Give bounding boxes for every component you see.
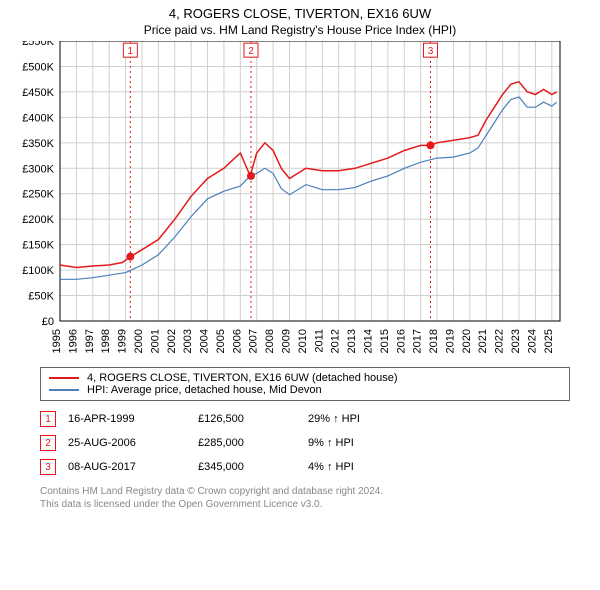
x-tick-label: 1997 — [84, 329, 96, 353]
x-tick-label: 2007 — [248, 329, 260, 353]
x-tick-label: 2022 — [494, 329, 506, 353]
legend-swatch — [49, 389, 79, 391]
legend-label: HPI: Average price, detached house, Mid … — [87, 384, 322, 396]
sales-row-delta: 9% ↑ HPI — [308, 437, 428, 449]
x-tick-label: 2011 — [313, 329, 325, 353]
sales-table-row: 1 16-APR-1999£126,50029% ↑ HPI — [40, 407, 570, 431]
legend: 4, ROGERS CLOSE, TIVERTON, EX16 6UW (det… — [40, 367, 570, 401]
legend-item: 4, ROGERS CLOSE, TIVERTON, EX16 6UW (det… — [49, 372, 561, 384]
x-tick-label: 2019 — [444, 329, 456, 353]
x-tick-label: 1995 — [51, 329, 63, 353]
chart-title: 4, ROGERS CLOSE, TIVERTON, EX16 6UW — [0, 6, 600, 21]
x-tick-label: 2021 — [477, 329, 489, 353]
x-tick-label: 2004 — [199, 329, 211, 353]
attribution: Contains HM Land Registry data © Crown c… — [40, 485, 570, 511]
price-chart: £0 £50K £100K £150K £200K £250K £300K £350K £400… — [10, 41, 570, 361]
x-tick-label: 2012 — [330, 329, 342, 353]
sales-table: 1 16-APR-1999£126,50029% ↑ HPI 2 25-AUG-200… — [40, 407, 570, 479]
y-tick-label: £500K — [22, 61, 54, 73]
sales-row-price: £285,000 — [198, 437, 308, 449]
x-tick-label: 2006 — [231, 329, 243, 353]
x-tick-label: 2015 — [379, 329, 391, 353]
legend-swatch — [49, 377, 79, 379]
sale-point — [126, 253, 134, 261]
sale-point — [247, 172, 255, 180]
x-tick-label: 2002 — [166, 329, 178, 353]
x-tick-label: 2023 — [510, 329, 522, 353]
sale-point — [426, 141, 434, 149]
x-tick-label: 2024 — [526, 329, 538, 353]
y-tick-label: £400K — [22, 112, 54, 124]
legend-item: HPI: Average price, detached house, Mid … — [49, 384, 561, 396]
legend-label: 4, ROGERS CLOSE, TIVERTON, EX16 6UW (det… — [87, 372, 398, 384]
sales-row-delta: 4% ↑ HPI — [308, 461, 428, 473]
sales-table-row: 2 25-AUG-2006£285,0009% ↑ HPI — [40, 431, 570, 455]
x-tick-label: 1999 — [117, 329, 129, 353]
sales-row-badge: 1 — [40, 411, 56, 427]
x-tick-label: 2003 — [182, 329, 194, 353]
y-tick-label: £150K — [22, 240, 54, 252]
y-tick-label: £250K — [22, 189, 54, 201]
x-tick-label: 1998 — [100, 329, 112, 353]
attribution-line: Contains HM Land Registry data © Crown c… — [40, 485, 570, 498]
sale-marker-badge: 1 — [128, 46, 134, 57]
sales-row-date: 08-AUG-2017 — [68, 461, 198, 473]
sale-marker-badge: 3 — [428, 46, 434, 57]
y-tick-label: £550K — [22, 41, 54, 48]
y-tick-label: £450K — [22, 87, 54, 99]
sales-row-delta: 29% ↑ HPI — [308, 413, 428, 425]
x-tick-label: 1996 — [67, 329, 79, 353]
y-tick-label: £200K — [22, 214, 54, 226]
x-tick-label: 2008 — [264, 329, 276, 353]
sales-row-badge: 2 — [40, 435, 56, 451]
chart-subtitle: Price paid vs. HM Land Registry's House … — [0, 23, 600, 37]
x-tick-label: 2013 — [346, 329, 358, 353]
x-tick-label: 2017 — [412, 329, 424, 353]
y-tick-label: £300K — [22, 163, 54, 175]
x-tick-label: 2025 — [543, 329, 555, 353]
y-tick-label: £50K — [28, 291, 54, 303]
sales-row-price: £345,000 — [198, 461, 308, 473]
sales-table-row: 3 08-AUG-2017£345,0004% ↑ HPI — [40, 455, 570, 479]
attribution-line: This data is licensed under the Open Gov… — [40, 498, 570, 511]
x-tick-label: 2018 — [428, 329, 440, 353]
x-tick-label: 2016 — [395, 329, 407, 353]
y-tick-label: £350K — [22, 138, 54, 150]
sales-row-date: 25-AUG-2006 — [68, 437, 198, 449]
x-tick-label: 2014 — [362, 329, 374, 353]
y-tick-label: £100K — [22, 265, 54, 277]
sales-row-badge: 3 — [40, 459, 56, 475]
x-tick-label: 2005 — [215, 329, 227, 353]
x-tick-label: 2000 — [133, 329, 145, 353]
y-tick-label: £0 — [42, 316, 54, 328]
x-tick-label: 2001 — [149, 329, 161, 353]
x-tick-label: 2009 — [281, 329, 293, 353]
sales-row-price: £126,500 — [198, 413, 308, 425]
x-tick-label: 2010 — [297, 329, 309, 353]
sales-row-date: 16-APR-1999 — [68, 413, 198, 425]
x-tick-label: 2020 — [461, 329, 473, 353]
sale-marker-badge: 2 — [248, 46, 254, 57]
